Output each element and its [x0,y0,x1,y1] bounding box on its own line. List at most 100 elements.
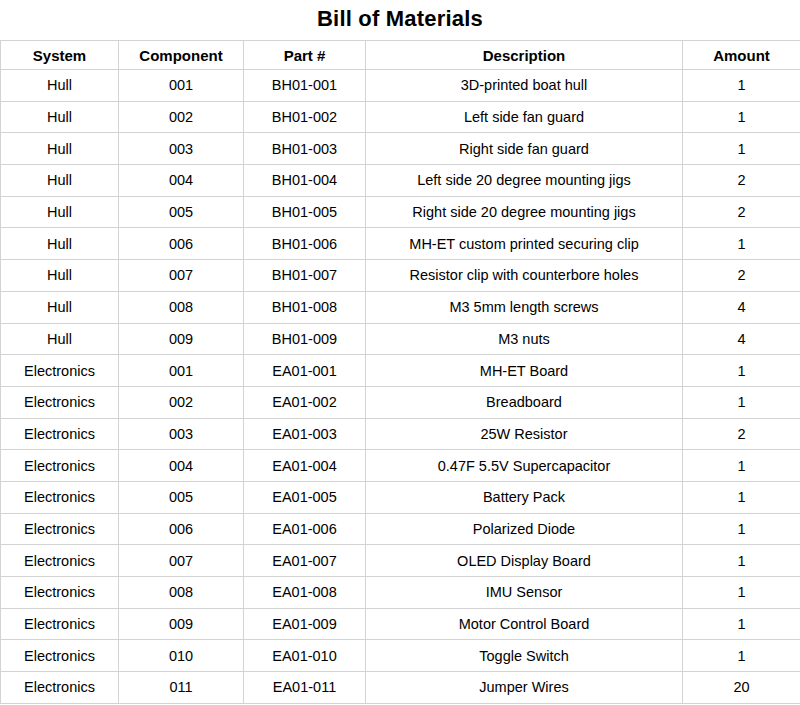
table-cell: BH01-003 [244,133,366,165]
table-row: Electronics007EA01-007OLED Display Board… [1,545,800,577]
table-cell: 1 [683,608,800,640]
table-cell: 2 [683,196,800,228]
table-cell: BH01-002 [244,101,366,133]
table-cell: BH01-009 [244,323,366,355]
table-cell: 002 [119,101,244,133]
table-cell: Electronics [1,418,119,450]
table-row: Electronics011EA01-011Jumper Wires20 [1,672,800,704]
table-cell: 007 [119,260,244,292]
table-cell: BH01-001 [244,70,366,102]
table-cell: 1 [683,577,800,609]
table-cell: Resistor clip with counterbore holes [366,260,683,292]
table-cell: Hull [1,196,119,228]
table-cell: Hull [1,101,119,133]
table-cell: 25W Resistor [366,418,683,450]
table-cell: 1 [683,70,800,102]
table-cell: Jumper Wires [366,672,683,704]
table-cell: 009 [119,608,244,640]
column-header: Amount [683,41,800,70]
bill-of-materials-page: Bill of Materials SystemComponentPart #D… [0,0,800,705]
table-cell: 001 [119,355,244,387]
table-row: Electronics005EA01-005Battery Pack1 [1,481,800,513]
table-cell: 1 [683,228,800,260]
table-cell: BH01-006 [244,228,366,260]
table-cell: Polarized Diode [366,513,683,545]
table-cell: 004 [119,450,244,482]
table-cell: Electronics [1,577,119,609]
table-cell: 003 [119,418,244,450]
table-cell: MH-ET custom printed securing clip [366,228,683,260]
table-cell: Toggle Switch [366,640,683,672]
table-cell: EA01-011 [244,672,366,704]
table-row: Hull008BH01-008M3 5mm length screws4 [1,291,800,323]
column-header: Description [366,41,683,70]
table-cell: 2 [683,418,800,450]
table-row: Hull009BH01-009M3 nuts4 [1,323,800,355]
table-cell: Battery Pack [366,481,683,513]
table-cell: 006 [119,228,244,260]
table-cell: 1 [683,355,800,387]
table-cell: Hull [1,133,119,165]
table-cell: M3 nuts [366,323,683,355]
table-cell: 1 [683,386,800,418]
table-row: Hull005BH01-005Right side 20 degree moun… [1,196,800,228]
table-cell: 002 [119,386,244,418]
table-cell: 005 [119,481,244,513]
table-cell: Electronics [1,608,119,640]
table-row: Electronics006EA01-006Polarized Diode1 [1,513,800,545]
table-cell: 2 [683,260,800,292]
table-cell: EA01-008 [244,577,366,609]
table-row: Hull003BH01-003Right side fan guard1 [1,133,800,165]
table-cell: 3D-printed boat hull [366,70,683,102]
table-row: Hull006BH01-006MH-ET custom printed secu… [1,228,800,260]
table-cell: MH-ET Board [366,355,683,387]
table-cell: Hull [1,228,119,260]
table-cell: Left side fan guard [366,101,683,133]
table-cell: 005 [119,196,244,228]
table-cell: Hull [1,165,119,197]
table-row: Hull007BH01-007Resistor clip with counte… [1,260,800,292]
table-cell: Electronics [1,513,119,545]
table-cell: BH01-008 [244,291,366,323]
table-cell: Electronics [1,545,119,577]
table-row: Hull004BH01-004Left side 20 degree mount… [1,165,800,197]
column-header: System [1,41,119,70]
table-cell: 1 [683,513,800,545]
table-row: Electronics009EA01-009Motor Control Boar… [1,608,800,640]
table-row: Electronics010EA01-010Toggle Switch1 [1,640,800,672]
table-cell: Electronics [1,640,119,672]
table-row: Electronics003EA01-00325W Resistor2 [1,418,800,450]
table-row: Electronics001EA01-001MH-ET Board1 [1,355,800,387]
table-cell: Motor Control Board [366,608,683,640]
table-row: Hull001BH01-0013D-printed boat hull1 [1,70,800,102]
table-cell: 003 [119,133,244,165]
column-header: Part # [244,41,366,70]
table-cell: BH01-004 [244,165,366,197]
table-cell: OLED Display Board [366,545,683,577]
bom-table: SystemComponentPart #DescriptionAmount H… [0,40,800,704]
table-cell: 010 [119,640,244,672]
table-cell: 001 [119,70,244,102]
table-cell: 004 [119,165,244,197]
table-cell: EA01-005 [244,481,366,513]
table-cell: 011 [119,672,244,704]
table-row: Hull002BH01-002Left side fan guard1 [1,101,800,133]
table-cell: Right side 20 degree mounting jigs [366,196,683,228]
table-body: Hull001BH01-0013D-printed boat hull1Hull… [1,70,800,704]
table-cell: Hull [1,260,119,292]
table-cell: Electronics [1,481,119,513]
table-cell: 009 [119,323,244,355]
table-cell: 008 [119,291,244,323]
table-cell: 4 [683,291,800,323]
table-cell: 4 [683,323,800,355]
table-cell: 007 [119,545,244,577]
table-row: Electronics004EA01-0040.47F 5.5V Superca… [1,450,800,482]
table-cell: EA01-004 [244,450,366,482]
table-cell: EA01-003 [244,418,366,450]
table-cell: Breadboard [366,386,683,418]
table-cell: BH01-007 [244,260,366,292]
table-row: Electronics002EA01-002Breadboard1 [1,386,800,418]
table-cell: IMU Sensor [366,577,683,609]
table-cell: Electronics [1,355,119,387]
table-cell: 1 [683,481,800,513]
